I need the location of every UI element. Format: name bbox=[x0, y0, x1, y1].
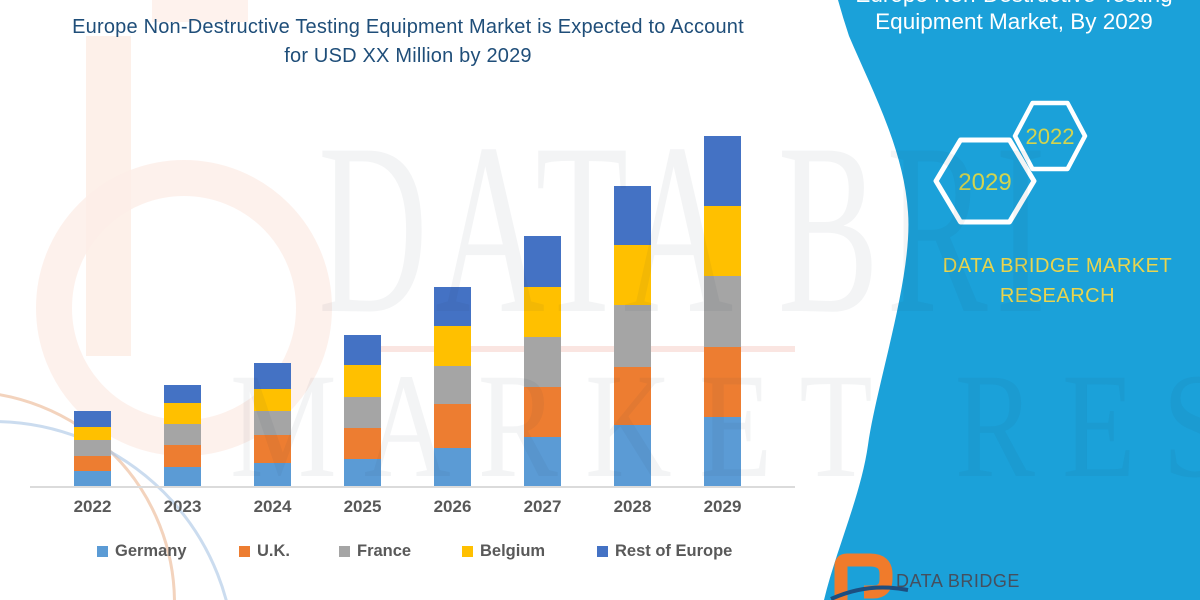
x-axis-label-2026: 2026 bbox=[433, 497, 472, 516]
x-axis-label-2025: 2025 bbox=[343, 497, 382, 516]
legend-item-rest-of-europe: Rest of Europe bbox=[597, 542, 732, 561]
bar-segment-belgium bbox=[344, 365, 381, 397]
bar-segment-france bbox=[434, 366, 471, 404]
legend-swatch-icon bbox=[239, 546, 250, 557]
chart-title-line2: for USD XX Million by 2029 bbox=[284, 45, 532, 67]
bar-2029 bbox=[704, 136, 741, 486]
bar-segment-germany bbox=[74, 471, 111, 486]
legend-swatch-icon bbox=[339, 546, 350, 557]
legend-label: Rest of Europe bbox=[615, 542, 733, 560]
bar-segment-u-k- bbox=[344, 428, 381, 459]
bar-segment-germany bbox=[614, 425, 651, 486]
bar-segment-u-k- bbox=[704, 347, 741, 417]
legend-label: France bbox=[357, 542, 412, 560]
legend-label: Belgium bbox=[480, 542, 546, 560]
bar-segment-france bbox=[614, 305, 651, 367]
bar-segment-rest-of-europe bbox=[434, 287, 471, 326]
bar-segment-rest-of-europe bbox=[254, 363, 291, 389]
bar-segment-germany bbox=[434, 448, 471, 486]
legend-item-france: France bbox=[339, 542, 411, 561]
bar-segment-france bbox=[704, 276, 741, 347]
bar-2027 bbox=[524, 236, 561, 486]
bar-segment-rest-of-europe bbox=[524, 236, 561, 287]
legend-label: Germany bbox=[115, 542, 187, 560]
legend-swatch-icon bbox=[462, 546, 473, 557]
bar-segment-germany bbox=[524, 437, 561, 486]
bar-segment-u-k- bbox=[524, 387, 561, 437]
legend-swatch-icon bbox=[97, 546, 108, 557]
x-axis-label-2029: 2029 bbox=[703, 497, 742, 516]
bar-segment-germany bbox=[254, 463, 291, 486]
legend-swatch-icon bbox=[597, 546, 608, 557]
bar-2028 bbox=[614, 186, 651, 486]
legend-item-u-k-: U.K. bbox=[239, 542, 290, 561]
bar-segment-belgium bbox=[254, 389, 291, 411]
legend-label: U.K. bbox=[257, 542, 290, 560]
bar-segment-belgium bbox=[614, 245, 651, 305]
bar-segment-germany bbox=[344, 459, 381, 486]
x-axis-line bbox=[30, 486, 795, 488]
bar-segment-u-k- bbox=[434, 404, 471, 448]
bar-segment-u-k- bbox=[74, 456, 111, 471]
bar-segment-france bbox=[524, 337, 561, 387]
bar-segment-germany bbox=[704, 417, 741, 486]
bar-segment-belgium bbox=[704, 206, 741, 276]
legend-item-belgium: Belgium bbox=[462, 542, 545, 561]
x-axis-label-2028: 2028 bbox=[613, 497, 652, 516]
x-axis-label-2022: 2022 bbox=[73, 497, 112, 516]
bar-segment-u-k- bbox=[614, 367, 651, 425]
bar-segment-belgium bbox=[524, 287, 561, 337]
legend-item-germany: Germany bbox=[97, 542, 187, 561]
x-axis-label-2024: 2024 bbox=[253, 497, 292, 516]
x-axis-label-2027: 2027 bbox=[523, 497, 562, 516]
bar-segment-rest-of-europe bbox=[704, 136, 741, 206]
bar-segment-rest-of-europe bbox=[614, 186, 651, 245]
bar-segment-france bbox=[344, 397, 381, 428]
